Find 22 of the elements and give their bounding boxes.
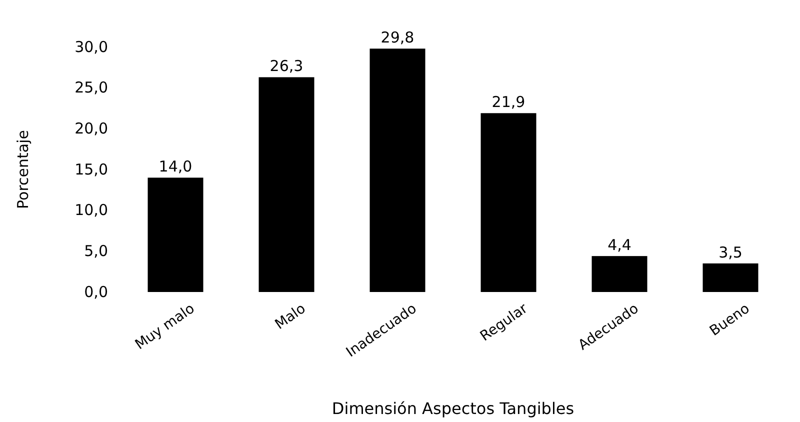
data-label: 4,4 bbox=[608, 236, 632, 254]
data-label: 3,5 bbox=[718, 243, 742, 262]
y-tick-label: 30,0 bbox=[74, 38, 108, 56]
y-tick-label: 25,0 bbox=[74, 78, 108, 97]
data-label: 14,0 bbox=[158, 158, 192, 176]
x-axis-title: Dimensión Aspectos Tangibles bbox=[332, 399, 574, 418]
bar bbox=[480, 113, 536, 292]
y-axis-title: Porcentaje bbox=[14, 130, 32, 209]
bar bbox=[258, 77, 314, 292]
bar bbox=[148, 178, 204, 292]
data-label: 26,3 bbox=[270, 57, 304, 76]
bar bbox=[702, 263, 758, 292]
data-label: 21,9 bbox=[492, 93, 526, 112]
y-tick-label: 10,0 bbox=[74, 201, 108, 220]
y-tick-label: 20,0 bbox=[74, 119, 108, 138]
bar bbox=[370, 48, 426, 292]
y-tick-label: 0,0 bbox=[84, 282, 108, 301]
y-tick-label: 5,0 bbox=[84, 242, 108, 260]
bar bbox=[592, 256, 648, 292]
x-tick-label: Malo bbox=[272, 300, 309, 333]
data-label: 29,8 bbox=[380, 28, 414, 47]
y-tick-label: 15,0 bbox=[74, 160, 108, 178]
